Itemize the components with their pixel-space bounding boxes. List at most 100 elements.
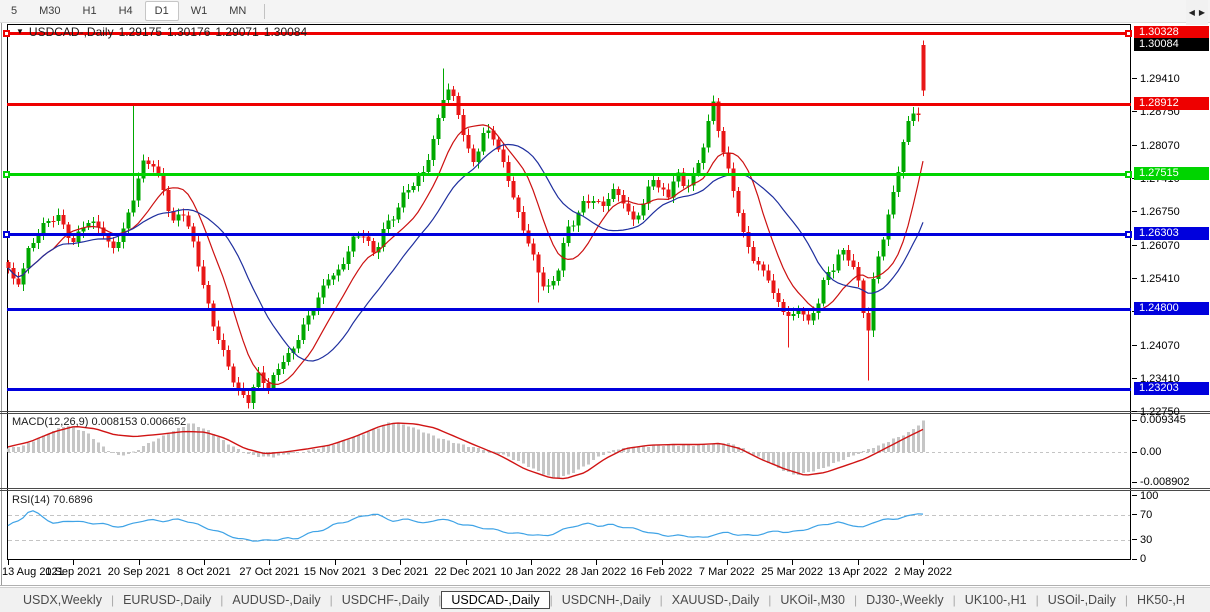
macd-axis-label: 0.00: [1132, 446, 1161, 458]
date-label: 10 Jan 2022: [500, 566, 561, 578]
timeframe-button-w1[interactable]: W1: [190, 5, 208, 17]
tab-scroll-left-icon[interactable]: ◀: [1188, 8, 1195, 17]
axis-tick-value: 1.26070: [1140, 239, 1180, 252]
level-price-label: 1.24800: [1134, 302, 1209, 316]
tab-separator: |: [110, 593, 115, 607]
date-label: 1 Sep 2021: [45, 566, 102, 578]
date-label: 25 Mar 2022: [761, 566, 824, 578]
chart-tab-uk100-h1[interactable]: UK100-,H1: [964, 593, 1027, 607]
macd-histogram: [7, 420, 925, 479]
price-tick-label: 1.25410: [1132, 273, 1180, 285]
axis-tick-value: 0.009345: [1140, 414, 1186, 426]
tab-separator: |: [768, 593, 772, 607]
timeframe-toolbar: 5 M30 H1 H4 D1 W1 MN: [0, 0, 1210, 23]
level-price-label: 1.23203: [1134, 381, 1209, 395]
date-label: 8 Oct 2021: [177, 566, 231, 578]
axis-tick-value: 1.24070: [1140, 339, 1180, 352]
axis-tick-value: 1.22750: [1140, 405, 1180, 418]
axis-tick-value: 0.00: [1140, 446, 1162, 458]
tab-separator: |: [853, 593, 858, 607]
axis-tick-mark: [1132, 245, 1137, 247]
axis-tick-mark: [1132, 481, 1137, 483]
tab-separator: |: [329, 593, 333, 607]
current-price-label: 1.30084: [1134, 38, 1209, 52]
tab-separator: |: [438, 593, 442, 607]
axis-tick-value: -0.008902: [1140, 476, 1190, 489]
candlesticks: [6, 40, 926, 410]
level-handle-center: [5, 233, 8, 236]
chart-tab-hk50-h[interactable]: HK50-,H: [1136, 593, 1185, 607]
axis-tick-mark: [1132, 514, 1137, 516]
axis-tick-value: 1.28070: [1140, 139, 1180, 152]
axis-tick-value: 1.26750: [1140, 205, 1180, 218]
rsi-axis-label: 100: [1132, 490, 1158, 502]
chart-tab-xauusd-daily[interactable]: XAUUSD-,Daily: [671, 593, 760, 607]
price-tick-label: 1.24070: [1132, 340, 1180, 352]
timeframe-button-h4[interactable]: H4: [118, 5, 133, 17]
date-axis: 13 Aug 2021 1 Sep 2021 20 Sep 2021 8 Oct 20…: [0, 561, 1130, 586]
tab-separator: |: [1124, 593, 1128, 607]
axis-tick-mark: [1132, 111, 1137, 113]
timeframe-button-5[interactable]: 5: [11, 5, 18, 17]
level-handle-center: [1127, 233, 1130, 236]
ohlc-open: 1.29175: [118, 25, 162, 39]
axis-tick-mark: [1132, 539, 1137, 541]
chart-tab-bar: USDX,Weekly | EURUSD-,Daily | AUDUSD-,Daily |…: [0, 587, 1210, 612]
level-handle-center: [5, 173, 8, 176]
plot-frame: [7, 24, 1131, 560]
rsi-axis-label: 70: [1132, 509, 1152, 521]
chart-tab-usdcnh-daily[interactable]: USDCNH-,Daily: [561, 593, 651, 607]
macd-axis-label: -0.008902: [1132, 476, 1190, 488]
date-label: 22 Dec 2021: [434, 566, 497, 578]
price-tick-label: 1.22750: [1132, 406, 1180, 418]
timeframe-button-d1[interactable]: D1: [144, 1, 179, 21]
chart-title: ▼ USDCAD-,Daily 1.29175 1.30176 1.29071 …: [16, 25, 307, 39]
axis-tick-value: 100: [1140, 489, 1159, 502]
rsi-axis-label: 0: [1132, 553, 1146, 565]
axis-tick-mark: [1132, 378, 1137, 380]
macd-axis-label: 0.009345: [1132, 414, 1186, 426]
chart-tab-usdchf-daily[interactable]: USDCHF-,Daily: [341, 593, 430, 607]
timeframe-button-m30[interactable]: M30: [39, 5, 61, 17]
date-label: 20 Sep 2021: [107, 566, 171, 578]
chart-dropdown-icon[interactable]: ▼: [16, 26, 24, 36]
date-label: 7 Mar 2022: [698, 566, 755, 578]
date-label: 15 Nov 2021: [303, 566, 367, 578]
level-price-label: 1.26303: [1134, 227, 1209, 241]
toolbar-separator: [264, 3, 266, 19]
chart-tab-ukoil-m30[interactable]: UKOil-,M30: [780, 593, 845, 607]
date-label: 2 May 2022: [894, 566, 952, 578]
tab-separator: |: [659, 593, 663, 607]
price-tick-label: 1.26070: [1132, 240, 1180, 252]
price-tick-label: 1.29410: [1132, 73, 1180, 85]
chart-tab-dj30-weekly[interactable]: DJ30-,Weekly: [866, 593, 944, 607]
chart-tab-eurusd-daily[interactable]: EURUSD-,Daily: [123, 593, 212, 607]
tab-separator: |: [549, 593, 553, 607]
chart-tab-audusd-daily[interactable]: AUDUSD-,Daily: [232, 593, 321, 607]
timeframe-button-h1[interactable]: H1: [82, 5, 97, 17]
date-label: 13 Apr 2022: [828, 566, 888, 578]
axis-tick-mark: [1132, 419, 1137, 421]
rsi-line: [7, 510, 924, 542]
chart-tab-usoil-daily[interactable]: USOil-,Daily: [1047, 593, 1116, 607]
macd-label: MACD(12,26,9) 0.008153 0.006652: [12, 416, 187, 428]
price-axis: 1.294101.287501.280701.274101.267501.260…: [1132, 23, 1210, 586]
chart-tab-usdx-weekly[interactable]: USDX,Weekly: [23, 593, 102, 607]
tab-separator: |: [1035, 593, 1039, 607]
axis-tick-mark: [1132, 345, 1137, 347]
date-label: 3 Dec 2021: [372, 566, 429, 578]
axis-tick-value: 1.23410: [1140, 372, 1180, 385]
axis-tick-value: 1.29410: [1140, 72, 1180, 85]
level-handle-center: [5, 32, 8, 35]
price-tick-label: 1.23410: [1132, 373, 1180, 385]
price-tick-label: 1.28070: [1132, 140, 1180, 152]
timeframe-button-mn[interactable]: MN: [229, 5, 247, 17]
date-label: 27 Oct 2021: [239, 566, 300, 578]
axis-tick-mark: [1132, 495, 1137, 496]
level-price-label: 1.28912: [1134, 96, 1209, 110]
tab-scroll-arrows: ◀ ▶: [1185, 0, 1208, 25]
tab-scroll-right-icon[interactable]: ▶: [1198, 8, 1205, 17]
chart-tab-usdcad-daily[interactable]: USDCAD-,Daily: [441, 591, 550, 609]
level-handle-center: [1127, 173, 1130, 176]
